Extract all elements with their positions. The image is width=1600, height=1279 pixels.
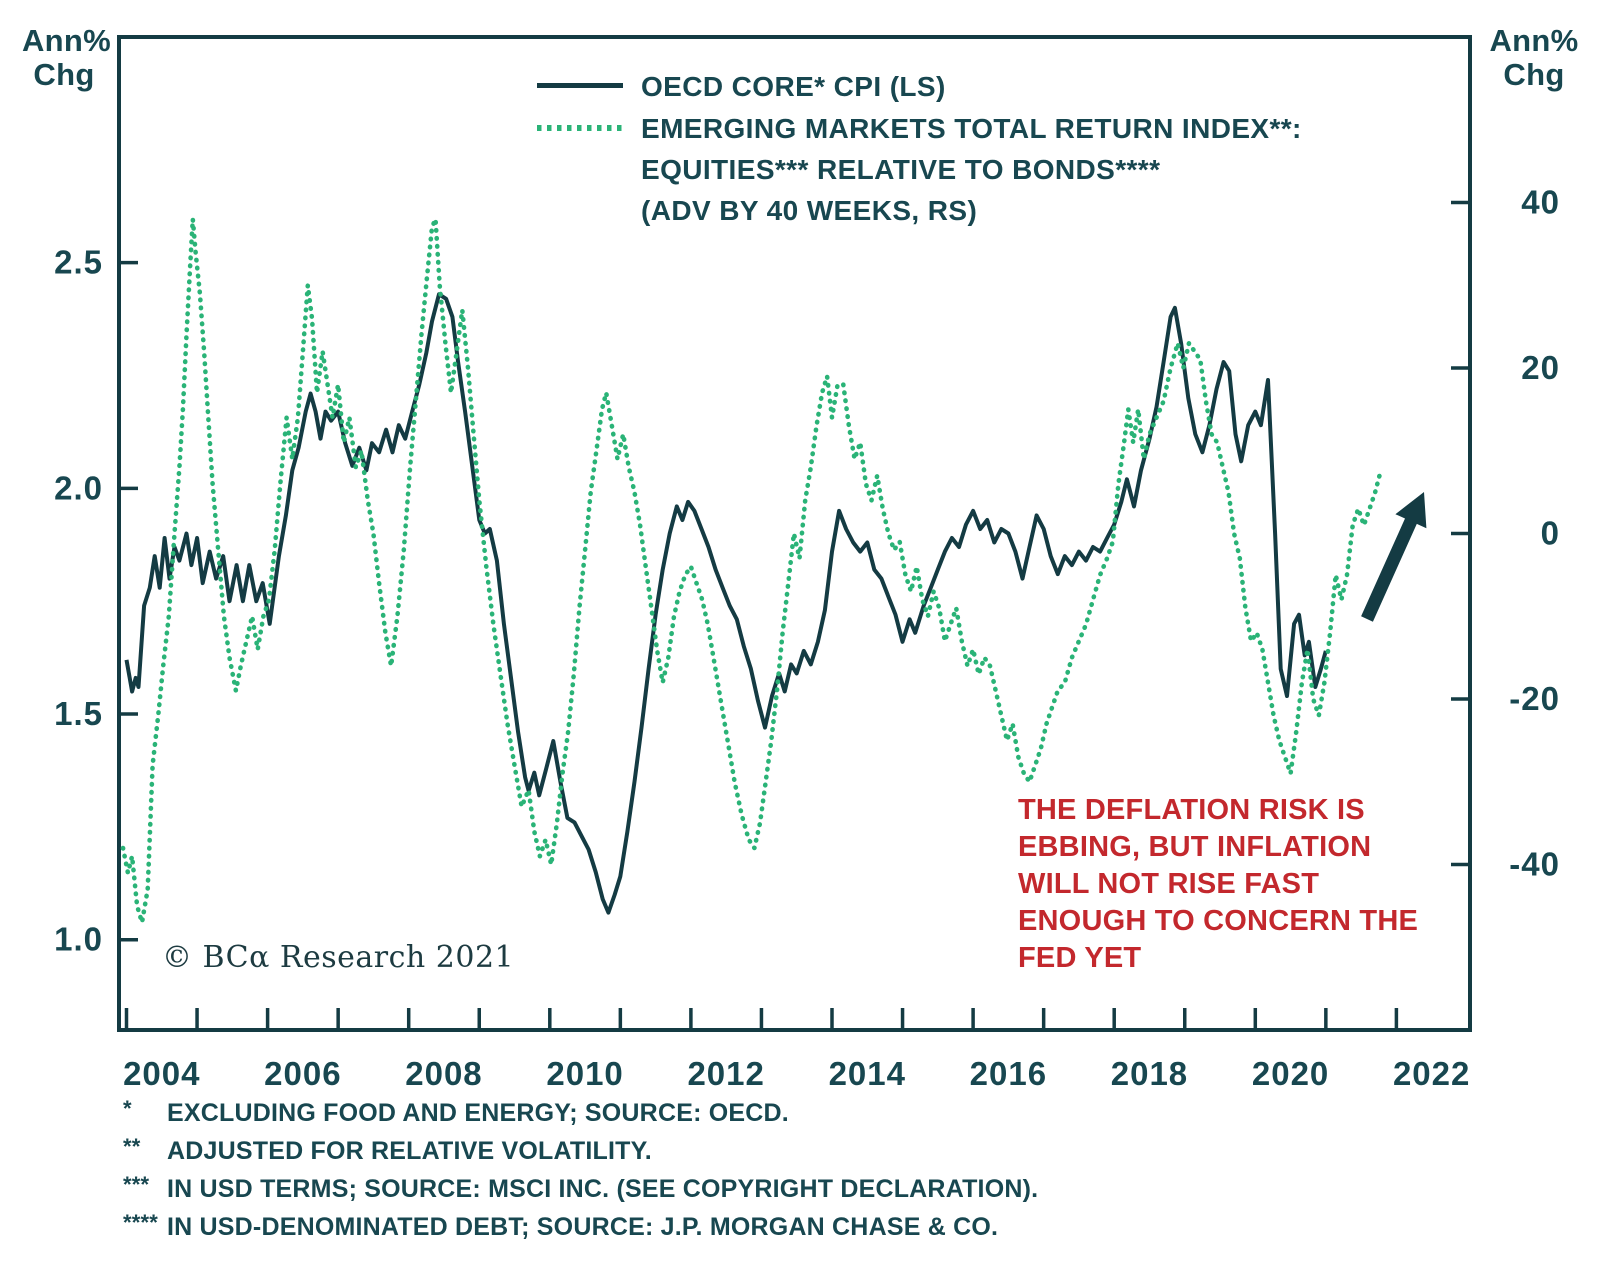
footnote-1: * EXCLUDING FOOD AND ENERGY; SOURCE: OEC… [123, 1094, 1038, 1132]
footnote-marker: * [123, 1096, 132, 1121]
right-axis-tick-label: 0 [1541, 515, 1560, 552]
annotation-text: THE DEFLATION RISK IS EBBING, BUT INFLAT… [1018, 794, 1419, 974]
x-axis-tick-label: 2016 [970, 1055, 1047, 1092]
footnote-marker: **** [123, 1210, 159, 1235]
x-axis-tick-label: 2014 [829, 1055, 906, 1092]
right-axis-tick-label: -40 [1509, 846, 1560, 883]
right-axis-unit-label: Ann% Chg [1489, 23, 1579, 92]
legend-label-em: EMERGING MARKETS TOTAL RETURN INDEX**: E… [641, 113, 1302, 226]
solid-line-swatch-icon [537, 83, 623, 88]
legend-item-em: EMERGING MARKETS TOTAL RETURN INDEX**: E… [537, 108, 1302, 231]
x-axis-tick-label: 2018 [1111, 1055, 1188, 1092]
left-axis-tick-label: 2.0 [54, 469, 103, 506]
x-axis-tick-label: 2010 [546, 1055, 623, 1092]
legend: OECD CORE* CPI (LS) EMERGING MARKETS TOT… [537, 66, 1302, 232]
right-axis-tick-label: 40 [1521, 184, 1560, 221]
x-axis-tick-label: 2004 [123, 1055, 200, 1092]
x-axis-tick-label: 2012 [687, 1055, 764, 1092]
footnote-text: IN USD-DENOMINATED DEBT; SOURCE: J.P. MO… [167, 1213, 999, 1241]
footnote-text: ADJUSTED FOR RELATIVE VOLATILITY. [167, 1137, 652, 1165]
right-axis-tick-label: -20 [1509, 680, 1560, 717]
footnotes: * EXCLUDING FOOD AND ENERGY; SOURCE: OEC… [123, 1094, 1038, 1246]
footnote-text: EXCLUDING FOOD AND ENERGY; SOURCE: OECD. [167, 1099, 789, 1127]
left-axis-tick-label: 2.5 [54, 244, 103, 281]
legend-item-cpi: OECD CORE* CPI (LS) [537, 66, 1302, 107]
copyright: © BCα Research 2021 [162, 940, 515, 975]
em-dotted-series [120, 216, 1382, 925]
left-axis-tick-label: 1.0 [54, 921, 103, 958]
footnote-4: **** IN USD-DENOMINATED DEBT; SOURCE: J.… [123, 1208, 1038, 1246]
footnote-marker: *** [123, 1172, 150, 1197]
footnote-2: ** ADJUSTED FOR RELATIVE VOLATILITY. [123, 1132, 1038, 1170]
x-axis-tick-label: 2008 [405, 1055, 482, 1092]
right-axis-tick-label: 20 [1521, 349, 1560, 386]
legend-label-cpi: OECD CORE* CPI (LS) [641, 71, 946, 102]
up-arrow-icon [1361, 492, 1427, 622]
footnote-3: *** IN USD TERMS; SOURCE: MSCI INC. (SEE… [123, 1170, 1038, 1208]
x-axis-tick-label: 2006 [264, 1055, 341, 1092]
left-axis-unit-label: Ann% Chg [22, 23, 112, 92]
x-axis-tick-label: 2022 [1393, 1055, 1470, 1092]
dotted-line-swatch-icon [537, 125, 623, 131]
x-axis-tick-label: 2020 [1252, 1055, 1329, 1092]
footnote-marker: ** [123, 1134, 141, 1159]
cpi-line-series [124, 292, 1328, 915]
footnote-text: IN USD TERMS; SOURCE: MSCI INC. (SEE COP… [167, 1175, 1039, 1203]
left-axis-tick-label: 1.5 [54, 695, 103, 732]
